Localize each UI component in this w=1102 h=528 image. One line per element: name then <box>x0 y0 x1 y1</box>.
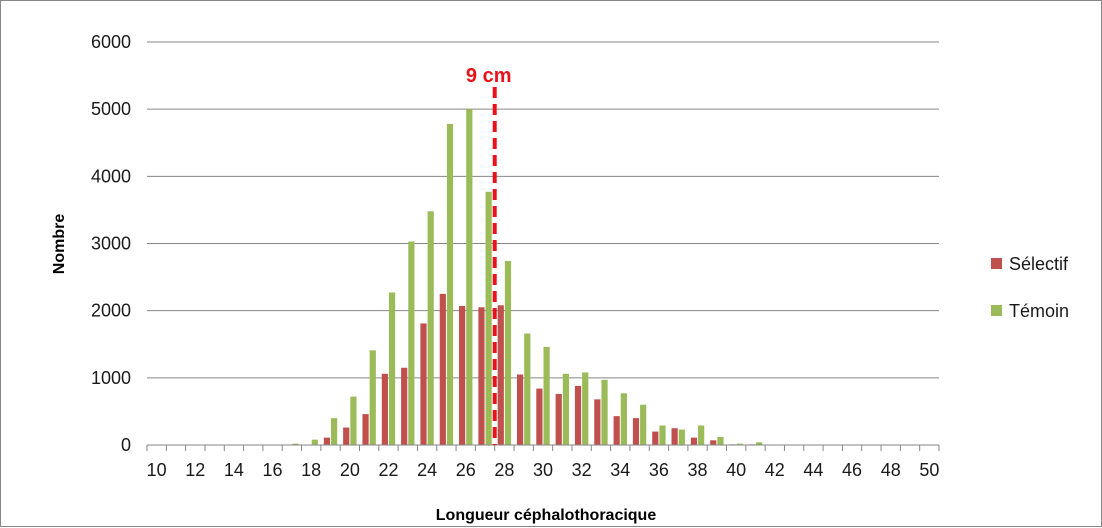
bar-selectif <box>710 440 717 445</box>
x-tick-label: 40 <box>726 460 746 480</box>
bar-selectif <box>613 416 620 445</box>
bar-temoin <box>292 443 299 445</box>
legend-label-temoin: Témoin <box>1009 301 1069 321</box>
x-tick-label: 28 <box>494 460 514 480</box>
bar-temoin <box>446 123 454 446</box>
x-tick-label: 20 <box>340 460 360 480</box>
bar-selectif <box>478 307 485 445</box>
legend: Sélectif Témoin <box>991 254 1069 321</box>
x-tick-label: 12 <box>185 460 205 480</box>
bars <box>292 109 763 446</box>
x-tick-label: 22 <box>378 460 398 480</box>
bar-temoin <box>543 346 550 445</box>
x-tick-label: 32 <box>572 460 592 480</box>
bar-selectif <box>632 418 640 445</box>
x-tick-label: 50 <box>919 460 939 480</box>
x-tick-label: 26 <box>456 460 476 480</box>
x-axis-ticks: 10 12 14 16 18 20 22 24 26 28 30 32 34 36 38 40 42 44 46 48… <box>147 460 940 480</box>
bar-temoin <box>659 425 666 445</box>
bar-temoin <box>678 429 685 445</box>
bar-temoin <box>717 436 724 445</box>
x-tick-label: 38 <box>688 460 708 480</box>
bar-temoin <box>601 379 608 445</box>
bar-selectif <box>381 373 388 445</box>
bar-temoin <box>408 241 415 445</box>
y-tick-label: 6000 <box>91 32 131 52</box>
bar-selectif <box>536 388 543 445</box>
bar-selectif <box>362 414 369 445</box>
legend-swatch-selectif <box>991 258 1002 269</box>
y-axis-ticks: 0 1000 2000 3000 4000 5000 6000 <box>91 32 131 455</box>
bar-selectif <box>516 374 524 445</box>
y-tick-label: 1000 <box>91 368 131 388</box>
bar-selectif <box>555 393 562 445</box>
x-tick-label: 14 <box>224 460 244 480</box>
x-tick-label: 36 <box>649 460 669 480</box>
threshold-label: 9 cm <box>466 65 512 87</box>
gridlines <box>147 41 939 379</box>
y-tick-label: 5000 <box>91 99 131 119</box>
bar-temoin <box>620 393 627 445</box>
bar-temoin <box>582 372 589 445</box>
bar-selectif <box>323 437 331 445</box>
y-tick-label: 0 <box>121 435 131 455</box>
y-tick-label: 3000 <box>91 234 131 254</box>
bar-temoin <box>736 443 743 445</box>
y-tick-label: 4000 <box>91 166 131 186</box>
x-tick-label: 34 <box>610 460 630 480</box>
bar-selectif <box>652 431 659 445</box>
x-tick-label: 18 <box>301 460 321 480</box>
bar-temoin <box>427 211 434 445</box>
bar-temoin <box>524 333 531 445</box>
x-tick-label: 48 <box>881 460 901 480</box>
legend-swatch-temoin <box>991 305 1002 316</box>
bar-temoin <box>698 425 705 445</box>
bar-temoin <box>504 260 512 445</box>
x-tick-label: 16 <box>263 460 283 480</box>
bar-temoin <box>562 373 570 445</box>
bar-selectif <box>574 385 582 445</box>
bar-temoin <box>331 418 338 445</box>
bar-selectif <box>459 305 466 445</box>
bar-selectif <box>420 323 427 445</box>
threshold-annotation: 9 cm <box>466 65 512 445</box>
y-axis-title: Nombre <box>51 214 68 275</box>
bar-temoin <box>311 439 318 445</box>
bar-temoin <box>755 442 763 445</box>
bar-selectif <box>671 428 678 445</box>
bar-selectif <box>594 399 601 445</box>
x-tick-label: 46 <box>842 460 862 480</box>
bar-temoin <box>466 109 473 446</box>
x-axis-title: Longueur céphalothoracique <box>436 507 657 524</box>
bar-selectif <box>690 437 698 445</box>
x-tick-label: 42 <box>765 460 785 480</box>
bar-temoin <box>388 292 396 445</box>
bar-selectif <box>401 367 408 445</box>
x-tick-label: 30 <box>533 460 553 480</box>
x-axis <box>146 444 940 451</box>
x-tick-label: 44 <box>803 460 823 480</box>
x-tick-label: 10 <box>147 460 167 480</box>
bar-temoin <box>350 396 357 445</box>
bar-temoin <box>485 191 492 445</box>
x-tick-label: 24 <box>417 460 437 480</box>
bar-temoin <box>369 350 376 445</box>
bar-selectif <box>343 427 350 445</box>
y-tick-label: 2000 <box>91 301 131 321</box>
bar-selectif <box>439 293 446 445</box>
bar-selectif <box>497 305 504 445</box>
bar-temoin <box>640 404 647 445</box>
legend-label-selectif: Sélectif <box>1009 254 1069 274</box>
